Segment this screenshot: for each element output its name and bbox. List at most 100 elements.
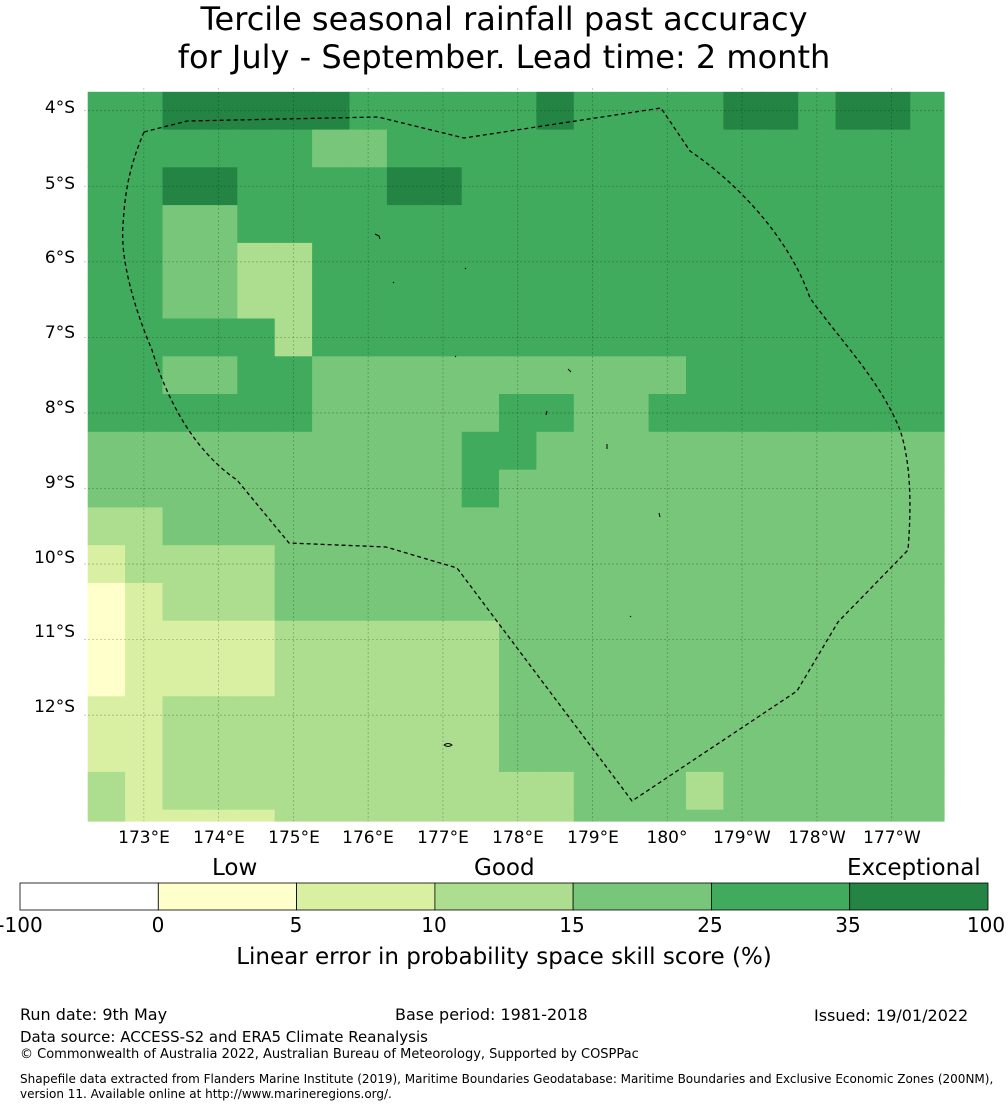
data-source: Data source: ACCESS-S2 and ERA5 Climate … [20, 1028, 428, 1046]
grid-cell [723, 583, 762, 622]
grid-cell [686, 318, 724, 357]
grid-cell [312, 771, 351, 811]
grid-cell [199, 394, 238, 433]
grid-cell [835, 394, 874, 433]
grid-cell [312, 809, 351, 822]
grid-cell [237, 507, 276, 546]
grid-cell [648, 205, 687, 244]
grid-cell [798, 545, 837, 584]
grid-cell [349, 91, 388, 131]
grid-cell [162, 318, 201, 357]
run-date: Run date: 9th May [20, 1005, 168, 1024]
grid-cell [611, 620, 650, 660]
grid-cell [386, 129, 425, 168]
colorbar-tick: 0 [151, 913, 165, 937]
grid-cell [873, 356, 911, 395]
grid-cell [349, 696, 388, 735]
grid-cell [349, 280, 388, 320]
lat-label: 8°S [44, 398, 75, 418]
grid-cell [424, 280, 463, 320]
grid-cell [573, 205, 612, 244]
grid-cell [199, 620, 238, 660]
grid-cell [461, 734, 500, 773]
lat-label: 11°S [34, 622, 75, 642]
grid-cell [536, 242, 575, 282]
grid-cell [125, 431, 164, 471]
grid-cell [237, 394, 276, 433]
grid-cell [611, 771, 650, 811]
grid-cell [461, 583, 500, 622]
grid-cell [873, 394, 911, 433]
grid-cell [910, 696, 945, 735]
grid-cell [835, 734, 874, 773]
grid-cell [162, 696, 201, 735]
lon-label: 178°E [492, 828, 544, 848]
lat-label: 7°S [44, 323, 75, 343]
grid-cell [760, 620, 799, 660]
grid-cell [798, 809, 837, 822]
grid-cell [237, 658, 276, 697]
grid-cell [648, 167, 687, 206]
grid-cell [125, 696, 164, 735]
grid-cell [648, 318, 687, 357]
grid-cell [910, 620, 945, 660]
grid-cell [424, 658, 463, 697]
grid-cell [611, 507, 650, 546]
grid-cell [199, 583, 238, 622]
colorbar-segment [434, 882, 574, 911]
grid-cell [312, 583, 351, 622]
grid-cell [125, 167, 164, 206]
grid-cell [648, 658, 687, 697]
grid-cell [162, 205, 201, 244]
grid-cell [312, 129, 351, 168]
grid-cell [760, 734, 799, 773]
colorbar-segment [296, 882, 436, 911]
grid-cell [873, 809, 911, 822]
grid-cell [162, 167, 201, 206]
lon-label: 174°E [193, 828, 245, 848]
grid-cell [873, 469, 911, 508]
grid-cell [573, 167, 612, 206]
lon-label: 177°E [417, 828, 469, 848]
grid-cell [573, 771, 612, 811]
grid-cell [760, 583, 799, 622]
grid-cell [760, 545, 799, 584]
grid-cell [237, 809, 276, 822]
grid-cell [611, 809, 650, 822]
grid-cell [199, 771, 238, 811]
skill-grid-cells [87, 91, 945, 822]
grid-cell [312, 545, 351, 584]
grid-cell [573, 356, 612, 395]
grid-cell [424, 507, 463, 546]
grid-cell [274, 696, 313, 735]
grid-cell [461, 809, 500, 822]
grid-cell [274, 394, 313, 433]
lon-label: 177°W [863, 828, 921, 848]
grid-cell [686, 620, 724, 660]
grid-cell [87, 620, 126, 660]
grid-cell [910, 280, 945, 320]
grid-cell [611, 696, 650, 735]
grid-cell [424, 394, 463, 433]
grid-cell [760, 658, 799, 697]
grid-cell [648, 469, 687, 508]
lon-label: 173°E [118, 828, 170, 848]
grid-cell [349, 318, 388, 357]
grid-cell [237, 771, 276, 811]
grid-cell [910, 734, 945, 773]
grid-cell [461, 129, 500, 168]
grid-cell [125, 771, 164, 811]
grid-cell [798, 620, 837, 660]
grid-cell [125, 809, 164, 822]
grid-cell [87, 280, 126, 320]
grid-cell [237, 545, 276, 584]
grid-cell [910, 469, 945, 508]
grid-cell [87, 242, 126, 282]
grid-cell [910, 205, 945, 244]
grid-cell [199, 91, 238, 131]
grid-cell [760, 771, 799, 811]
lon-label: 178°W [788, 828, 846, 848]
grid-cell [910, 545, 945, 584]
grid-cell [686, 583, 724, 622]
